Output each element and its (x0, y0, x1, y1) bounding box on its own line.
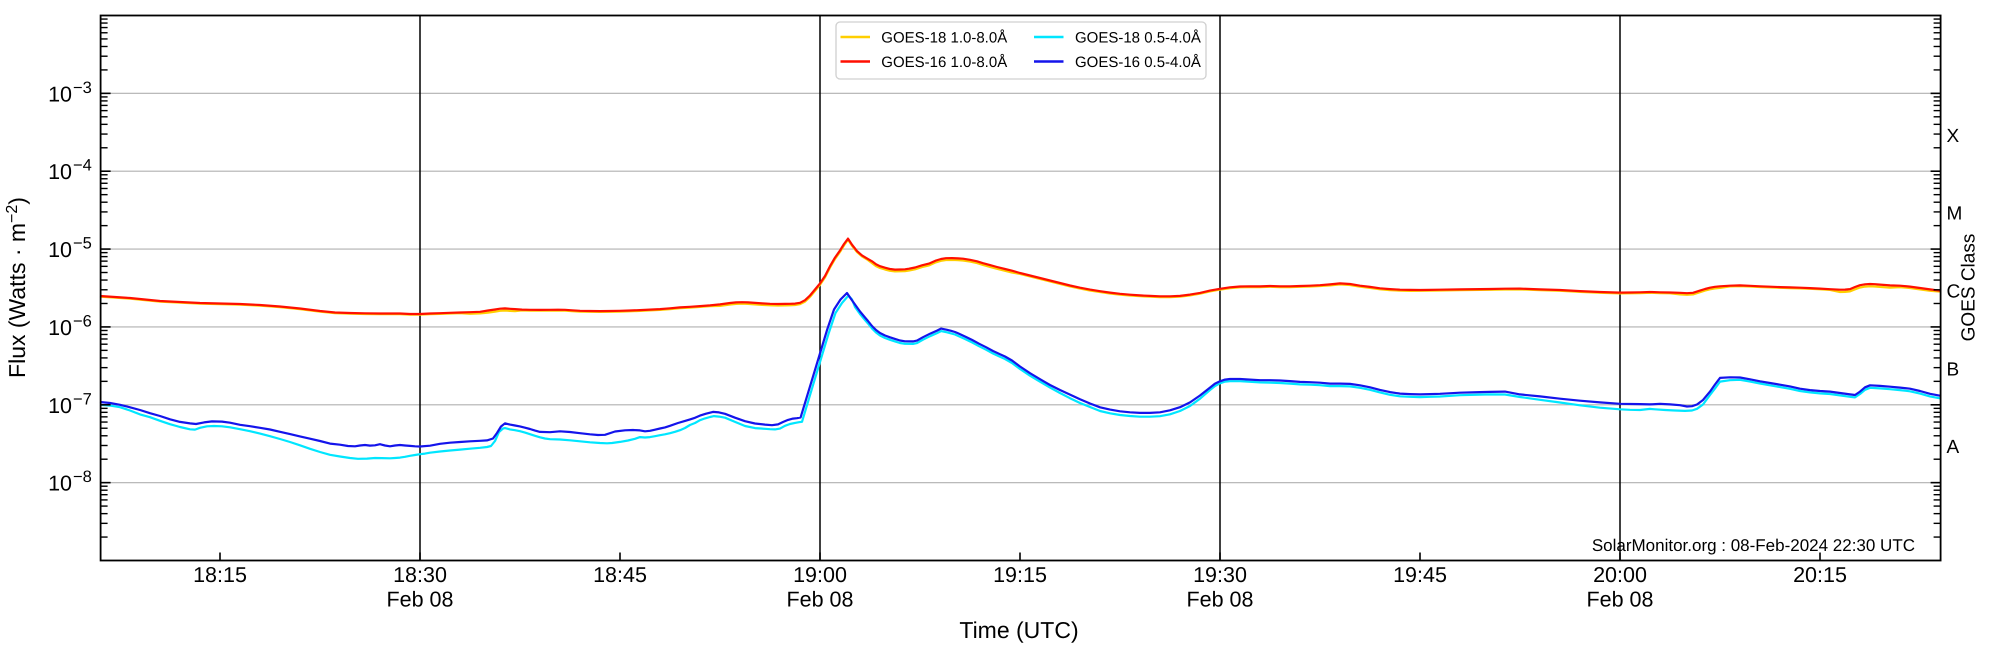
svg-text:10: 10 (48, 316, 72, 340)
svg-text:−8: −8 (73, 468, 92, 486)
svg-text:B: B (1947, 359, 1960, 380)
svg-text:X: X (1947, 126, 1960, 147)
svg-text:10: 10 (48, 472, 72, 496)
svg-text:−6: −6 (73, 312, 92, 330)
svg-text:A: A (1947, 437, 1960, 458)
svg-text:Feb 08: Feb 08 (1587, 588, 1654, 612)
svg-text:19:15: 19:15 (993, 563, 1047, 587)
svg-text:19:45: 19:45 (1393, 563, 1447, 587)
svg-text:Time (UTC): Time (UTC) (959, 617, 1078, 643)
svg-text:Feb 08: Feb 08 (787, 588, 854, 612)
svg-text:−3: −3 (73, 79, 92, 97)
svg-text:−5: −5 (73, 235, 92, 253)
svg-text:10: 10 (48, 238, 72, 262)
svg-text:18:15: 18:15 (193, 563, 247, 587)
svg-text:18:30: 18:30 (393, 563, 447, 587)
svg-text:C: C (1947, 282, 1961, 303)
svg-text:SolarMonitor.org : 08-Feb-2024: SolarMonitor.org : 08-Feb-2024 22:30 UTC (1592, 536, 1915, 555)
svg-text:10: 10 (48, 394, 72, 418)
svg-text:Feb 08: Feb 08 (387, 588, 454, 612)
svg-text:18:45: 18:45 (593, 563, 647, 587)
svg-text:GOES-18 1.0-8.0Å: GOES-18 1.0-8.0Å (881, 28, 1007, 46)
svg-text:GOES Class: GOES Class (1959, 234, 1980, 342)
svg-text:20:00: 20:00 (1593, 563, 1647, 587)
svg-text:10: 10 (48, 82, 72, 106)
svg-text:19:00: 19:00 (793, 563, 847, 587)
svg-text:M: M (1947, 204, 1963, 225)
svg-text:10: 10 (48, 160, 72, 184)
svg-text:−4: −4 (73, 157, 92, 175)
svg-text:19:30: 19:30 (1193, 563, 1247, 587)
svg-text:20:15: 20:15 (1793, 563, 1847, 587)
svg-text:Flux (Watts · m−2): Flux (Watts · m−2) (4, 197, 30, 378)
svg-text:GOES-18 0.5-4.0Å: GOES-18 0.5-4.0Å (1075, 28, 1201, 46)
svg-text:GOES-16 0.5-4.0Å: GOES-16 0.5-4.0Å (1075, 53, 1201, 71)
svg-text:Feb 08: Feb 08 (1187, 588, 1254, 612)
svg-text:−7: −7 (73, 390, 92, 408)
svg-text:GOES-16 1.0-8.0Å: GOES-16 1.0-8.0Å (881, 53, 1007, 71)
